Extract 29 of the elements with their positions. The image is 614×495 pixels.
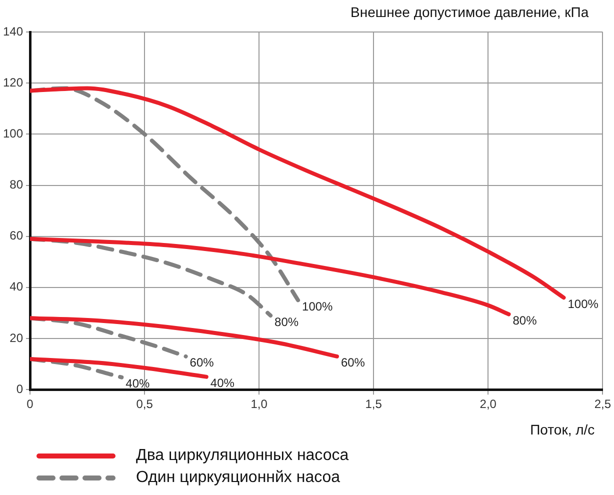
- x-tick-label: 1,0: [250, 397, 268, 412]
- x-tick-label: 0: [26, 397, 34, 412]
- y-tick-label: 20: [10, 330, 24, 345]
- legend-label: Один циркуяционнйх насоа: [136, 469, 340, 487]
- annotation: 60%: [340, 356, 366, 370]
- x-tick-label: 1,5: [365, 397, 382, 412]
- y-tick-label: 100: [2, 126, 24, 140]
- x-tick-label: 2,5: [594, 397, 612, 412]
- annotation: 100%: [302, 300, 334, 314]
- annotation: 40%: [126, 376, 150, 391]
- line-series: [30, 236, 511, 316]
- line-series: [30, 86, 566, 300]
- y-tick-label: 40: [10, 280, 24, 294]
- annotation: 60%: [190, 356, 214, 370]
- annotation: 100%: [568, 296, 599, 311]
- annotation: 80%: [512, 314, 538, 328]
- y-axis-title: Внешнее допустимое давление, кПа: [350, 4, 589, 20]
- y-tick-label: 0: [16, 382, 24, 396]
- annotation: 40%: [210, 376, 235, 390]
- y-tick-label: 60: [10, 228, 24, 243]
- annotation: 80%: [274, 314, 299, 329]
- y-tick-label: 140: [2, 24, 24, 38]
- x-axis-title: Поток, л/с: [530, 421, 595, 438]
- y-tick-label: 80: [10, 178, 24, 192]
- x-tick-label: 0,5: [136, 397, 154, 412]
- line-series: [30, 316, 339, 358]
- legend-label: Два циркуляционных насоса: [136, 447, 349, 465]
- x-tick-label: 2,0: [480, 397, 497, 412]
- y-tick-label: 120: [2, 75, 24, 90]
